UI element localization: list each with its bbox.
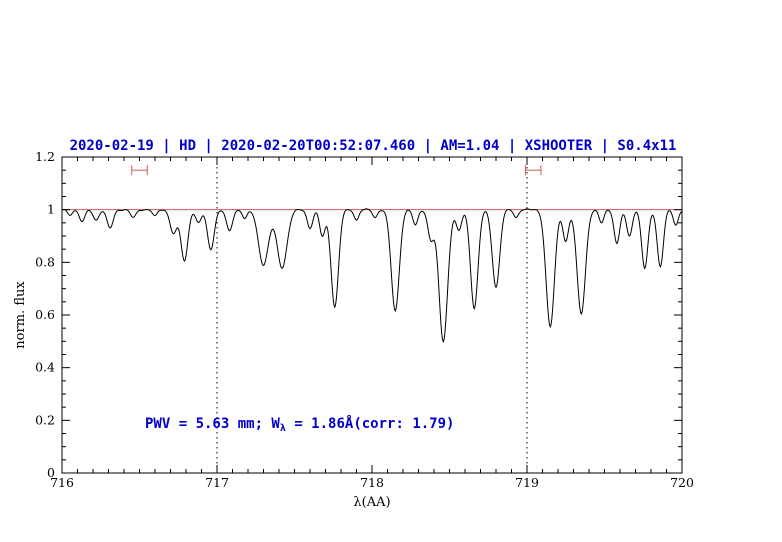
y-tick-label: 0.2 [35,412,55,427]
y-tick-label: 0 [47,465,55,480]
plot-title: 2020-02-19 | HD | 2020-02-20T00:52:07.46… [70,138,677,154]
x-tick-label: 719 [515,475,539,490]
y-axis-label: norm. flux [13,281,28,349]
y-tick-label: 0.6 [35,307,55,322]
pwv-annotation-prefix: PWV = 5.63 mm; W [145,416,280,432]
x-axis-label: λ(AA) [353,495,390,510]
plot-frame [61,156,683,474]
plot-dynamic-layer: 716 717 718 719 720 0 0.2 0.4 0.6 0.8 1 1.2 [35,149,694,490]
x-tick-label: 716 [50,475,74,490]
y-tick-label: 0.4 [35,360,55,375]
y-tick-label: 1 [47,202,55,217]
x-tick-label: 720 [670,475,694,490]
lambda-subscript: λ [280,423,286,434]
x-tick-label: 718 [360,475,384,490]
y-tick-label: 0.8 [35,254,55,269]
pwv-annotation-suffix: = 1.86Å(corr: 1.79) [286,415,455,432]
pwv-annotation: PWV = 5.63 mm; Wλ = 1.86Å(corr: 1.79) [145,415,454,434]
spectrum-line [61,208,683,344]
y-tick-label: 1.2 [35,149,55,164]
x-tick-label: 717 [205,475,229,490]
